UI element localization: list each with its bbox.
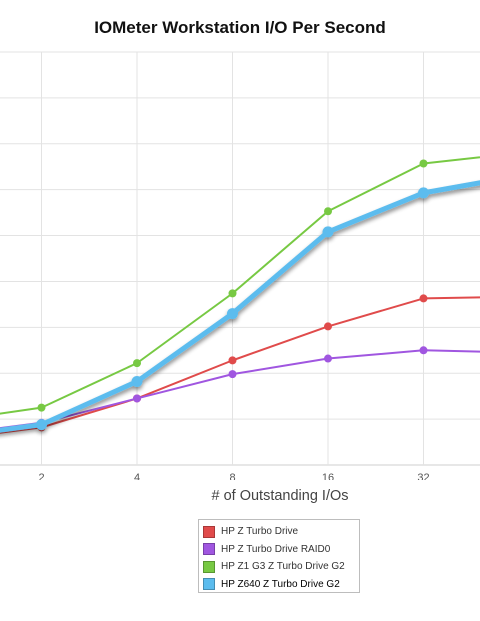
- data-point[interactable]: [324, 207, 332, 216]
- data-point[interactable]: [228, 289, 237, 298]
- legend-label: HP Z Turbo Drive: [221, 526, 299, 537]
- series-lines: [0, 153, 480, 439]
- series-hp-z-turbo-drive-raid0[interactable]: [0, 346, 480, 435]
- x-tick-label: 4: [134, 472, 140, 480]
- data-point[interactable]: [133, 359, 141, 368]
- legend-swatch: [203, 578, 215, 590]
- series-line[interactable]: [0, 296, 480, 440]
- x-tick-label: 32: [417, 472, 429, 480]
- legend-item[interactable]: HP Z1 G3 Z Turbo Drive G2: [203, 558, 359, 575]
- legend-swatch: [203, 525, 215, 538]
- legend-label: HP Z1 G3 Z Turbo Drive G2: [221, 561, 345, 572]
- data-point[interactable]: [419, 159, 428, 168]
- series-hp-z1-g3-z-turbo-drive-g2[interactable]: [0, 153, 480, 421]
- data-point[interactable]: [418, 187, 429, 199]
- data-point[interactable]: [228, 370, 237, 379]
- data-point[interactable]: [419, 346, 428, 355]
- legend: HP Z Turbo Drive HP Z Turbo Drive RAID0 HP…: [198, 519, 360, 593]
- x-tick-label: 2: [38, 472, 44, 480]
- series-line[interactable]: [0, 176, 480, 438]
- series-hp-z640-z-turbo-drive-g2[interactable]: [0, 176, 480, 438]
- legend-swatch: [203, 560, 215, 573]
- series-line[interactable]: [0, 153, 480, 421]
- data-point[interactable]: [419, 294, 428, 303]
- data-point[interactable]: [228, 356, 237, 365]
- line-chart: 2 4 8 16 32: [0, 51, 480, 480]
- x-axis-label: # of Outstanding I/Os: [211, 488, 349, 504]
- grid: [0, 51, 480, 466]
- data-point[interactable]: [36, 419, 47, 431]
- chart-title: IOMeter Workstation I/O Per Second: [94, 18, 386, 37]
- data-point[interactable]: [324, 354, 332, 363]
- data-point[interactable]: [133, 394, 141, 403]
- series-hp-z-turbo-drive[interactable]: [0, 294, 480, 439]
- x-tick-label: 16: [322, 472, 334, 480]
- data-point[interactable]: [227, 308, 238, 320]
- x-tick-label: 8: [229, 472, 235, 480]
- data-point[interactable]: [131, 375, 143, 387]
- legend-label: HP Z Turbo Drive RAID0: [221, 543, 331, 555]
- legend-item[interactable]: HP Z Turbo Drive RAID0: [203, 541, 359, 558]
- legend-item[interactable]: HP Z Turbo Drive: [203, 523, 359, 540]
- legend-item[interactable]: HP Z640 Z Turbo Drive G2: [203, 576, 359, 593]
- data-point[interactable]: [324, 322, 332, 331]
- legend-swatch: [203, 543, 215, 555]
- data-point[interactable]: [322, 226, 334, 238]
- data-point[interactable]: [37, 403, 46, 412]
- x-tick-labels: 2 4 8 16 32: [38, 472, 429, 480]
- legend-label: HP Z640 Z Turbo Drive G2: [221, 578, 340, 590]
